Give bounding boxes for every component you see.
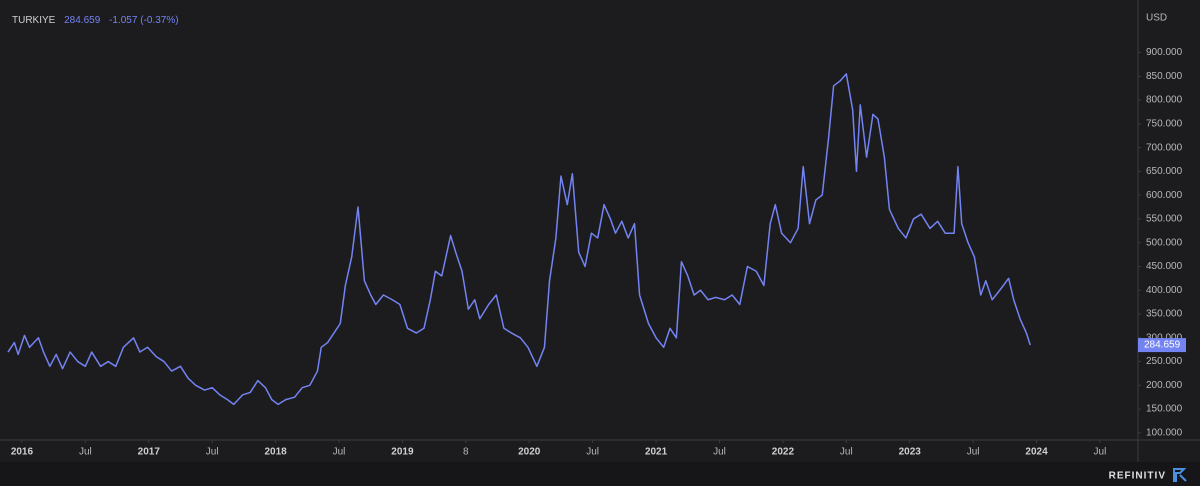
y-tick-label: 650.000 (1146, 166, 1183, 177)
x-tick-label: 2020 (518, 447, 541, 458)
x-tick-label: 2016 (11, 447, 34, 458)
y-tick-label: 350.000 (1146, 309, 1183, 320)
x-tick-label: Jul (1094, 447, 1107, 458)
y-tick-label: 750.000 (1146, 118, 1183, 129)
x-tick-label: 2021 (645, 447, 668, 458)
header-name: TURKIYE (12, 15, 56, 26)
y-tick-label: 100.000 (1146, 428, 1183, 439)
y-tick-label: 800.000 (1146, 95, 1183, 106)
brand-logo (1173, 468, 1187, 482)
y-tick-label: 250.000 (1146, 356, 1183, 367)
last-price-label: 284.659 (1144, 340, 1181, 351)
x-tick-label: Jul (206, 447, 219, 458)
y-tick-label: 700.000 (1146, 142, 1183, 153)
footer-bar (0, 462, 1200, 486)
x-tick-label: 2023 (899, 447, 922, 458)
x-tick-label: Jul (333, 447, 346, 458)
footer-brand: REFINITIV (1109, 471, 1166, 482)
y-tick-label: 200.000 (1146, 380, 1183, 391)
y-axis-title: USD (1146, 13, 1167, 24)
x-tick-label: Jul (79, 447, 92, 458)
header-price: 284.659 (64, 15, 101, 26)
price-line (7, 73, 1031, 406)
y-tick-label: 850.000 (1146, 71, 1183, 82)
x-tick-label: Jul (713, 447, 726, 458)
last-price-badge (1138, 338, 1186, 353)
x-tick-label: 8 (463, 447, 469, 458)
header: TURKIYE 284.659 -1.057 (-0.37%) (12, 15, 179, 26)
x-tick-label: 2017 (138, 447, 161, 458)
header-change: -1.057 (-0.37%) (109, 15, 178, 26)
y-tick-label: 300.000 (1146, 332, 1183, 343)
y-tick-label: 900.000 (1146, 47, 1183, 58)
y-tick-label: 400.000 (1146, 285, 1183, 296)
y-tick-label: 550.000 (1146, 214, 1183, 225)
x-tick-label: Jul (840, 447, 853, 458)
y-tick-label: 150.000 (1146, 404, 1183, 415)
y-tick-label: 600.000 (1146, 190, 1183, 201)
y-tick-label: 500.000 (1146, 237, 1183, 248)
x-tick-label: 2022 (772, 447, 795, 458)
x-tick-label: Jul (967, 447, 980, 458)
y-tick-label: 450.000 (1146, 261, 1183, 272)
x-tick-label: 2019 (391, 447, 414, 458)
x-tick-label: 2018 (264, 447, 287, 458)
x-tick-label: Jul (586, 447, 599, 458)
x-tick-label: 2024 (1025, 447, 1048, 458)
